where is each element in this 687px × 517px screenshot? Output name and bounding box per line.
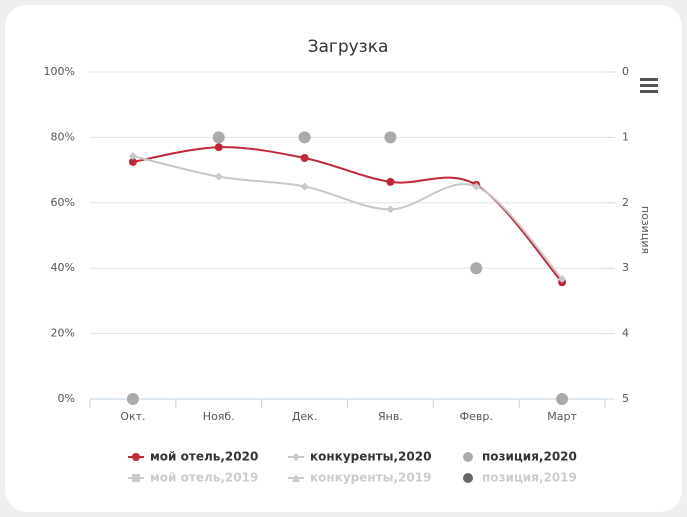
legend-label: мой отель,2020 (150, 450, 258, 464)
data-point (128, 157, 137, 166)
data-point (558, 274, 567, 283)
y-tick-label: 60% (51, 196, 75, 209)
x-tick-label: Нояб. (203, 410, 235, 423)
y-tick-label: 80% (51, 130, 75, 143)
data-point (300, 182, 309, 191)
x-tick-label: Окт. (120, 410, 145, 423)
x-tick-label: Март (547, 410, 577, 423)
legend-marker (292, 453, 300, 461)
data-point (556, 393, 569, 405)
chart-title: Загрузка (308, 37, 389, 57)
legend-marker (463, 452, 473, 462)
y-tick-label: 100% (44, 65, 75, 78)
legend-item[interactable]: конкуренты,2019 (288, 471, 431, 485)
legend-label: позиция,2019 (482, 471, 577, 485)
data-point (212, 131, 225, 144)
y2-tick-label: 4 (622, 327, 629, 340)
data-point (214, 172, 223, 181)
data-point (300, 154, 309, 163)
y2-tick-label: 0 (622, 65, 629, 78)
legend-label: конкуренты,2020 (310, 450, 431, 464)
legend-marker (292, 474, 300, 482)
data-point (126, 393, 139, 405)
y2-tick-label: 5 (622, 392, 629, 405)
legend-marker (132, 474, 140, 482)
y-tick-label: 40% (51, 261, 75, 274)
x-tick-label: Янв. (378, 410, 403, 423)
data-point (386, 177, 395, 186)
y2-tick-label: 2 (622, 196, 629, 209)
data-point (386, 205, 395, 214)
x-tick-label: Февр. (460, 410, 493, 423)
series-line (132, 155, 563, 280)
legend-item[interactable]: позиция,2019 (463, 471, 577, 485)
card (5, 5, 682, 512)
data-point (298, 131, 311, 144)
legend-label: конкуренты,2019 (310, 471, 431, 485)
y-tick-label: 20% (51, 327, 75, 340)
legend-item[interactable]: мой отель,2020 (128, 450, 258, 464)
y2-axis-label: позиция (639, 206, 652, 254)
x-tick-label: Дек. (292, 410, 318, 423)
data-point (384, 131, 397, 144)
legend-marker (132, 453, 140, 461)
data-point (214, 143, 223, 152)
legend-item[interactable]: позиция,2020 (463, 450, 577, 464)
menu-button[interactable] (640, 78, 658, 93)
legend-item[interactable]: конкуренты,2020 (288, 450, 431, 464)
y2-tick-label: 1 (622, 130, 629, 143)
y-tick-label: 0% (58, 392, 75, 405)
legend-label: позиция,2020 (482, 450, 577, 464)
legend-marker (463, 473, 473, 483)
data-point (472, 182, 481, 191)
y2-tick-label: 3 (622, 261, 629, 274)
legend-item[interactable]: мой отель,2019 (128, 471, 258, 485)
data-point (470, 262, 483, 275)
legend-label: мой отель,2019 (150, 471, 258, 485)
data-point (128, 152, 137, 161)
